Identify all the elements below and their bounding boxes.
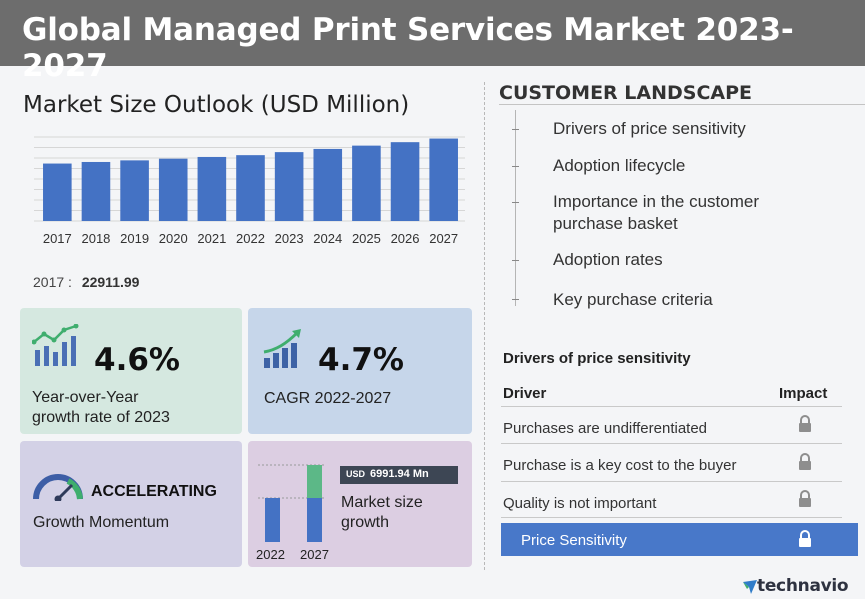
header-banner: Global Managed Print Services Market 202… [0, 0, 865, 84]
landscape-item-adoption-rates: Adoption rates [553, 250, 663, 269]
base-year-label: 2017 : [33, 274, 72, 290]
base-year-value: 2017 : 22911.99 [33, 274, 139, 290]
chart-x-labels: 2017 2018 2019 2020 2021 2022 2023 2024 2025 2026… [43, 231, 458, 246]
bar-2024 [313, 148, 343, 221]
landscape-item-adoption-lifecycle: Adoption lifecycle [553, 156, 686, 175]
yoy-label-line2: growth rate of 2023 [32, 409, 170, 426]
x-tick-label: 2026 [391, 231, 420, 246]
customer-landscape-title: CUSTOMER LANDSCAPE [499, 82, 753, 104]
bar-2019 [120, 160, 149, 221]
landscape-bullet [512, 166, 519, 167]
bar-2018 [81, 161, 111, 221]
landscape-item-importance-line2: purchase basket [553, 214, 678, 233]
market-size-bar-chart: 2017 2018 2019 2020 2021 2022 2023 2024 2025 2026… [34, 136, 465, 246]
bar-2021 [197, 156, 227, 221]
landscape-bullet [512, 299, 519, 300]
x-tick-label: 2027 [429, 231, 458, 246]
chart-title: Market Size Outlook (USD Million) [23, 92, 410, 118]
growth-badge-unit: USD [346, 469, 366, 479]
bar-2022 [236, 155, 265, 221]
table-row: Quality is not important [503, 495, 657, 512]
bar-2026 [390, 142, 420, 221]
yoy-card: 4.6% Year-over-Year growth rate of 2023 [20, 308, 242, 434]
x-tick-label: 2020 [159, 231, 188, 246]
growth-label-line1: Market size [341, 494, 423, 511]
yoy-label-line1: Year-over-Year [32, 389, 139, 406]
bar-2017 [43, 163, 72, 221]
x-tick-label: 2025 [352, 231, 381, 246]
x-tick-label: 2022 [236, 231, 265, 246]
x-tick-label: 2019 [120, 231, 149, 246]
growth-bar-increment [307, 465, 322, 498]
customer-landscape-underline [499, 104, 865, 105]
momentum-card: ACCELERATING Growth Momentum [20, 441, 242, 567]
cagr-value: 4.7% [318, 342, 404, 378]
landscape-item-key-criteria: Key purchase criteria [553, 290, 713, 309]
landscape-bullet [512, 129, 519, 130]
growth-label-line2: growth [341, 514, 390, 531]
column-divider [484, 82, 485, 570]
technavio-logo: technavio [757, 576, 849, 596]
x-tick-label: 2017 [43, 231, 72, 246]
drivers-title: Drivers of price sensitivity [503, 350, 691, 367]
growth-year-start: 2022 [256, 547, 285, 562]
cagr-label: CAGR 2022-2027 [264, 390, 392, 407]
table-divider [501, 517, 842, 518]
growth-bar-start [265, 498, 280, 542]
momentum-value: ACCELERATING [91, 483, 217, 500]
bar-2020 [158, 158, 188, 221]
price-sensitivity-summary-row: Price Sensitivity [501, 523, 858, 556]
bar-2023 [274, 152, 304, 221]
growth-badge: USD 6991.94 Mn [340, 466, 458, 484]
landscape-bullet [512, 202, 519, 203]
growth-chart-icon [32, 324, 79, 366]
chart-bars [43, 138, 458, 221]
drivers-col-impact: Impact [779, 385, 828, 402]
landscape-item-importance-line1: Importance in the customer [553, 192, 759, 211]
drivers-col-driver: Driver [503, 385, 547, 402]
table-row: Purchases are undifferentiated [503, 420, 708, 437]
lock-icon [799, 490, 811, 507]
bar-2027 [429, 138, 458, 221]
table-divider [501, 406, 842, 407]
growth-badge-value: 6991.94 Mn [370, 468, 429, 480]
lock-icon [799, 530, 811, 547]
landscape-item-price-sensitivity: Drivers of price sensitivity [553, 119, 746, 138]
bar-2025 [352, 145, 381, 221]
lock-icon [799, 415, 811, 432]
technavio-logo-icon [743, 580, 757, 594]
growth-comparison-chart [258, 464, 324, 542]
speedometer-icon [33, 474, 83, 501]
x-tick-label: 2023 [275, 231, 304, 246]
trend-up-icon [263, 329, 301, 368]
x-tick-label: 2018 [81, 231, 110, 246]
price-sensitivity-label: Price Sensitivity [521, 532, 627, 549]
base-year-number: 22911.99 [81, 274, 140, 290]
momentum-label: Growth Momentum [33, 514, 170, 531]
x-tick-label: 2024 [313, 231, 342, 246]
growth-bar-end [307, 498, 322, 542]
customer-landscape-timeline [515, 110, 516, 306]
cagr-card: 4.7% CAGR 2022-2027 [248, 308, 472, 434]
yoy-value: 4.6% [94, 342, 180, 378]
table-divider [501, 443, 842, 444]
x-tick-label: 2021 [197, 231, 226, 246]
lock-icon [799, 453, 811, 470]
page-title: Global Managed Print Services Market 202… [22, 12, 794, 84]
growth-year-end: 2027 [300, 547, 329, 562]
growth-card: 2022 2027 USD 6991.94 Mn Market size gro… [248, 441, 472, 567]
landscape-bullet [512, 260, 519, 261]
table-divider [501, 481, 842, 482]
table-row: Purchase is a key cost to the buyer [503, 457, 737, 474]
